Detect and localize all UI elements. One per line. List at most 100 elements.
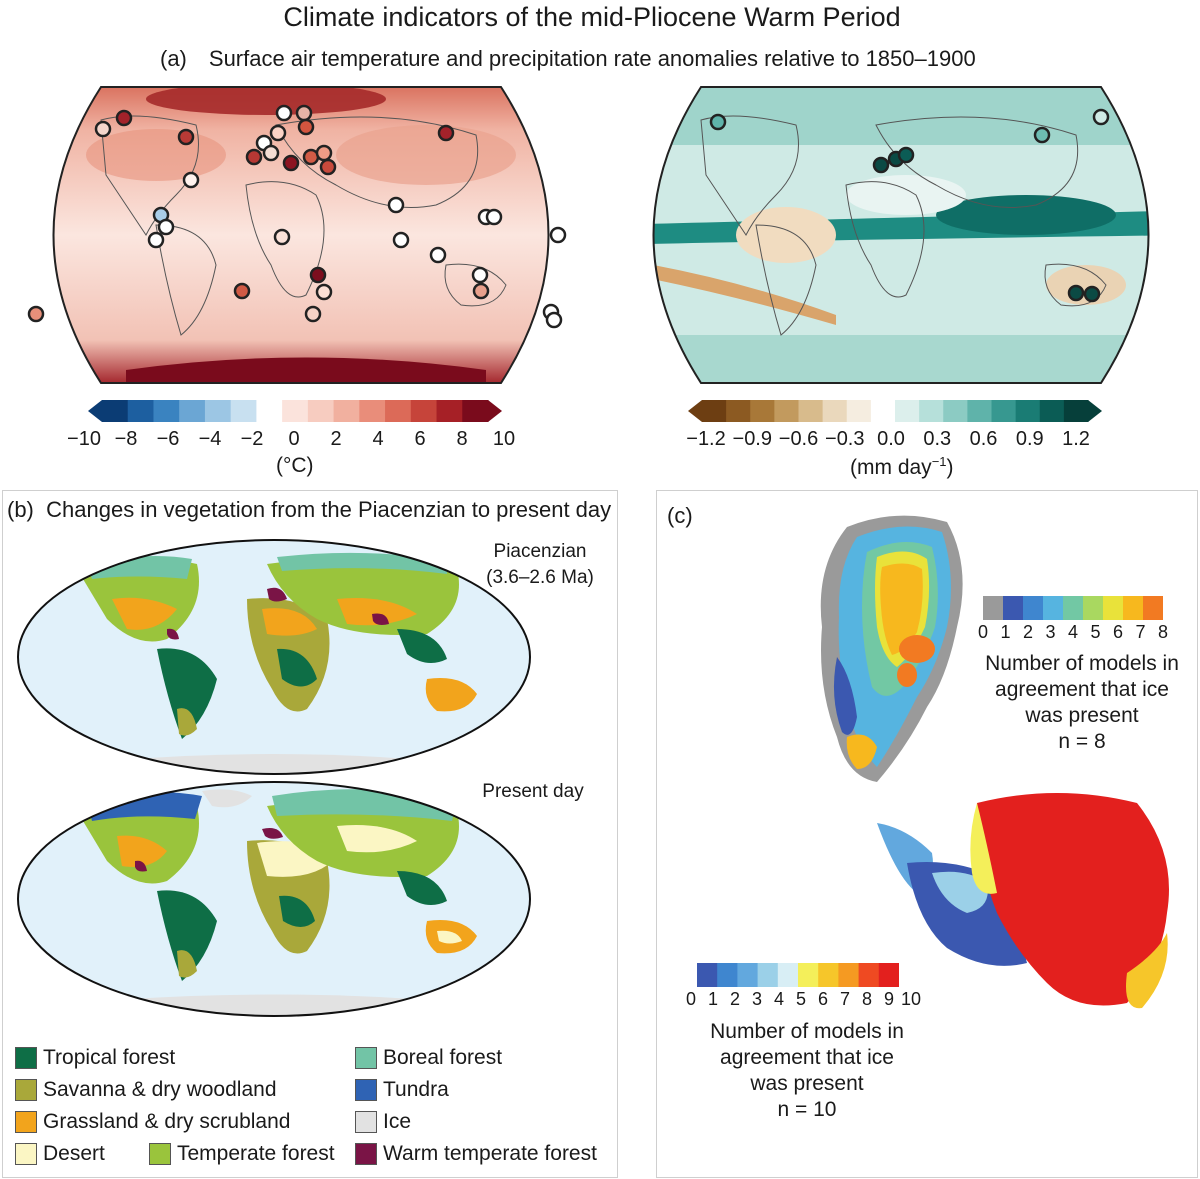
antarctica-colorbar-segment [838, 963, 860, 987]
temperature-colorbar-tick-label: 2 [330, 428, 342, 450]
piacenzian-label: Piacenzian (3.6–2.6 Ma) [486, 541, 594, 588]
greenland-caption: Number of models in agreement that ice w… [985, 652, 1179, 753]
legend-tundra: Tundra [355, 1078, 449, 1102]
greenland-colorbar-segment [1143, 596, 1163, 620]
temperature-colorbar-segment [282, 400, 309, 422]
panel-c-letter: (c) [667, 503, 693, 528]
antarctica-colorbar-tick-label: 3 [751, 989, 763, 1009]
temperature-colorbar-segment [410, 400, 438, 422]
antarctica-colorbar-segment [798, 963, 819, 987]
proxy-site-markers-precip [709, 108, 1110, 303]
antarctica-colorbar-tick-label: 4 [773, 989, 785, 1009]
panel-b: (b) Changes in vegetation from the Piace… [2, 490, 618, 1178]
greenland-colorbar-segment [1023, 596, 1044, 620]
precipitation-colorbar-ticks: −1.2 −0.9 −0.6 −0.3 0.0 0.3 0.6 0.9 1.2 [686, 428, 1090, 452]
antarctica-ice-map [877, 793, 1169, 1009]
vegetation-legend: Tropical forest Savanna & dry woodland G… [3, 491, 617, 1177]
antarctica-colorbar [697, 963, 899, 987]
antarctica-colorbar-tick-label: 2 [729, 989, 741, 1009]
temperature-colorbar [88, 400, 502, 422]
precipitation-colorbar-tick-label: 0.9 [1015, 428, 1044, 450]
precipitation-colorbar-segment [1039, 400, 1065, 422]
temperature-colorbar-tick-label: 10 [492, 428, 516, 450]
temperature-colorbar-segment [102, 400, 129, 422]
panel-a-letter: (a) [160, 46, 187, 71]
precipitation-colorbar-tick-label: −0.3 [825, 428, 865, 450]
temperature-colorbar-segment [230, 400, 257, 422]
temperature-colorbar-segment [333, 400, 360, 422]
greenland-colorbar-tick-label: 2 [1022, 622, 1034, 642]
legend-ice: Ice [355, 1110, 411, 1134]
temperature-anomaly-map [27, 86, 567, 384]
temperature-colorbar-segment [153, 400, 180, 422]
greenland-colorbar-segment [1103, 596, 1124, 620]
temperature-colorbar-tick-label: 6 [414, 428, 426, 450]
legend-tropical-forest: Tropical forest [15, 1046, 175, 1070]
greenland-colorbar-tick-label: 5 [1090, 622, 1101, 642]
antarctica-colorbar-segment [717, 963, 738, 987]
greenland-colorbar-segment [1003, 596, 1024, 620]
legend-warm-temperate-forest: Warm temperate forest [355, 1142, 597, 1166]
temperature-colorbar-segment [204, 400, 232, 422]
precipitation-colorbar-segment [822, 400, 848, 422]
temperature-colorbar-segment [462, 400, 489, 422]
greenland-colorbar-segment [1063, 596, 1084, 620]
antarctica-colorbar-segment [878, 963, 899, 987]
antarctica-colorbar-tick-label: 5 [795, 989, 807, 1009]
temperature-colorbar-tick-label: 8 [456, 428, 468, 450]
antarctica-colorbar-tick-label: 10 [900, 989, 922, 1009]
precipitation-colorbar-tick-label: −0.9 [732, 428, 772, 450]
temperature-colorbar-tick-label: −6 [156, 428, 180, 450]
precipitation-colorbar-arrow-left [688, 400, 702, 422]
temperature-colorbar-segment [256, 400, 283, 422]
present-day-label: Present day [482, 781, 584, 802]
legend-desert: Desert [15, 1142, 105, 1166]
precipitation-colorbar-segment [750, 400, 775, 422]
legend-savanna: Savanna & dry woodland [15, 1078, 277, 1102]
antarctica-colorbar-tick-label: 8 [861, 989, 873, 1009]
antarctica-colorbar-ticks: 0 1 2 3 4 5 6 7 8 9 10 [686, 989, 921, 1011]
precipitation-colorbar-segment [895, 400, 920, 422]
greenland-colorbar-tick-label: 8 [1157, 622, 1169, 642]
antarctica-colorbar-segment [737, 963, 759, 987]
temperature-colorbar-tick-label: −2 [240, 428, 264, 450]
temperature-colorbar-tick-label: 0 [288, 428, 300, 450]
antarctica-colorbar-tick-label: 9 [883, 989, 895, 1009]
precipitation-colorbar-segment [943, 400, 968, 422]
temperature-colorbar-tick-label: 4 [372, 428, 384, 450]
temperature-unit: (°C) [276, 454, 314, 477]
precipitation-colorbar-segment [846, 400, 872, 422]
greenland-colorbar-tick-label: 4 [1067, 622, 1079, 642]
precipitation-colorbar-segment [991, 400, 1017, 422]
temperature-colorbar-segment [385, 400, 412, 422]
precipitation-colorbar-tick-label: 0.3 [923, 428, 952, 450]
precipitation-unit: (mm day−1) [850, 454, 954, 479]
antarctica-colorbar-segment [777, 963, 799, 987]
precipitation-colorbar-segment [1015, 400, 1041, 422]
precipitation-colorbar-segment [774, 400, 799, 422]
precipitation-colorbar-tick-label: −1.2 [686, 428, 726, 450]
greenland-colorbar-tick-label: 0 [977, 622, 989, 642]
proxy-site-markers [27, 104, 567, 329]
greenland-colorbar-tick-label: 3 [1045, 622, 1056, 642]
greenland-ice-map [820, 515, 963, 782]
greenland-colorbar-segment [1123, 596, 1144, 620]
precipitation-colorbar-segment [967, 400, 992, 422]
precipitation-colorbar-arrow-right [1088, 400, 1102, 422]
precipitation-colorbar-segment [919, 400, 944, 422]
antarctica-colorbar-segment [858, 963, 880, 987]
temperature-colorbar-arrow-left [88, 400, 102, 422]
precipitation-colorbar [688, 400, 1102, 422]
precipitation-colorbar-tick-label: −0.6 [778, 428, 819, 450]
greenland-colorbar [983, 596, 1163, 620]
precipitation-colorbar-segment [798, 400, 824, 422]
temperature-colorbar-tick-label: −4 [198, 428, 222, 450]
antarctica-colorbar-segment [757, 963, 779, 987]
antarctica-colorbar-tick-label: 7 [839, 989, 851, 1009]
temperature-colorbar-segment [127, 400, 154, 422]
antarctica-colorbar-tick-label: 1 [707, 989, 719, 1009]
legend-boreal-forest: Boreal forest [355, 1046, 502, 1070]
legend-grassland: Grassland & dry scrubland [15, 1110, 290, 1134]
precipitation-colorbar-tick-label: 0.6 [969, 428, 998, 450]
